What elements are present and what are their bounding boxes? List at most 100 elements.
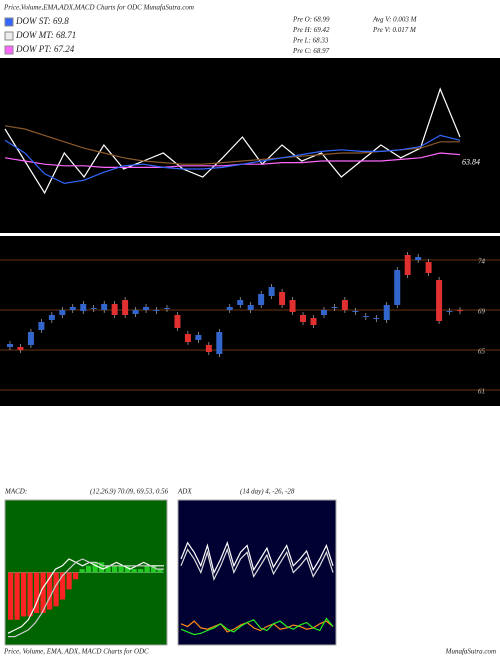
histogram-bar: [47, 572, 53, 610]
y-tick-label: 69: [478, 308, 486, 316]
histogram-bar: [105, 565, 111, 573]
histogram-bar: [8, 572, 14, 620]
candle-body: [237, 300, 244, 305]
candle-body: [404, 255, 411, 275]
histogram-bar: [53, 572, 59, 607]
panel-title: ADX: [177, 488, 192, 496]
candle-body: [143, 307, 150, 310]
candle-body: [457, 310, 463, 312]
candle-body: [436, 280, 443, 321]
histogram-bar: [125, 565, 131, 573]
candle-body: [122, 300, 129, 315]
info-text: Pre V: 0.017 M: [372, 26, 417, 34]
histogram-bar: [79, 569, 85, 573]
candle-body: [184, 334, 191, 342]
histogram-bar: [131, 569, 137, 573]
candle-body: [425, 262, 432, 273]
histogram-bar: [99, 562, 105, 573]
candle-body: [331, 307, 338, 308]
histogram-bar: [86, 565, 92, 573]
histogram-bar: [40, 572, 46, 613]
candle-body: [69, 307, 76, 310]
candle-body: [341, 300, 348, 310]
info-text: Pre O: 68.99: [292, 16, 330, 24]
adx-panel: [177, 499, 337, 646]
histogram-bar: [118, 565, 124, 573]
info-text: Pre C: 68.97: [292, 47, 330, 55]
legend-swatch: [4, 17, 14, 27]
histogram-bar: [66, 572, 72, 590]
candle-body: [48, 315, 55, 320]
line-series: [4, 134, 461, 185]
legend-swatch: [4, 31, 14, 41]
histogram-bar: [138, 569, 144, 573]
panel-subtitle: (12,26,9) 70.09, 69.53, 0.56: [90, 488, 169, 496]
legend-label: DOW ST: 69.8: [15, 16, 69, 26]
candle-body: [279, 292, 286, 305]
y-tick-label: 61: [478, 388, 485, 396]
candle-body: [373, 318, 380, 319]
line-series: [180, 620, 334, 633]
candle-body: [101, 304, 108, 310]
candle-body: [17, 347, 24, 350]
candle-body: [216, 332, 223, 354]
histogram-bar: [14, 572, 20, 620]
histogram-bar: [144, 565, 150, 573]
histogram-bar: [112, 565, 118, 573]
candle-body: [352, 311, 359, 312]
candle-body: [258, 294, 265, 305]
page-title: Price,Volume,EMA,ADX,MACD Charts for ODC…: [3, 4, 194, 12]
candle-body: [195, 335, 202, 340]
histogram-bar: [21, 572, 27, 617]
legend-label: DOW PT: 67.24: [15, 44, 75, 54]
candle-body: [289, 300, 296, 312]
legend-label: DOW MT: 68.71: [15, 30, 76, 40]
line-series: [4, 152, 461, 168]
line-series: [180, 617, 334, 636]
histogram-bar: [157, 569, 163, 573]
candle-body: [268, 287, 275, 296]
line-series: [180, 540, 334, 575]
candle-body: [163, 308, 170, 309]
line-series: [180, 547, 334, 582]
histogram-bar: [34, 572, 40, 613]
line-series: [8, 558, 164, 638]
info-text: Avg V: 0.003 M: [372, 16, 418, 24]
histogram-bar: [92, 562, 98, 573]
y-tick-label: 65: [478, 348, 486, 356]
candle-body: [226, 307, 233, 310]
candle-body: [59, 310, 66, 315]
candle-body: [153, 310, 160, 311]
histogram-bar: [73, 572, 79, 580]
price-label: 63.84: [462, 157, 480, 166]
candle-body: [394, 270, 401, 305]
candle-body: [446, 311, 453, 312]
footer-right: MunafaSutra.com: [445, 648, 496, 656]
candle-body: [362, 316, 369, 317]
price-panel: [0, 236, 500, 406]
legend-swatch: [4, 45, 14, 55]
candle-body: [415, 257, 422, 260]
info-text: Pre H: 69.42: [292, 26, 330, 34]
candle-body: [38, 322, 45, 330]
candle-body: [111, 304, 118, 315]
candle-body: [27, 332, 34, 345]
y-tick-label: 74: [478, 258, 486, 266]
histogram-bar: [151, 565, 157, 573]
candle-body: [174, 315, 181, 328]
ema-panel: [0, 58, 500, 233]
info-text: Pre L: 68.33: [292, 37, 329, 45]
candle-body: [90, 308, 97, 309]
footer-left: Price, Volume, EMA, ADX, MACD Charts for…: [3, 648, 149, 656]
panel-subtitle: (14 day) 4, -26, -28: [240, 488, 295, 496]
line-series: [4, 87, 461, 195]
candle-body: [247, 305, 254, 310]
candle-body: [7, 344, 13, 347]
candle-body: [300, 315, 307, 322]
candle-body: [205, 345, 212, 352]
candle-body: [383, 305, 390, 320]
histogram-bar: [60, 572, 66, 600]
candle-body: [320, 310, 327, 315]
candle-body: [80, 304, 87, 311]
